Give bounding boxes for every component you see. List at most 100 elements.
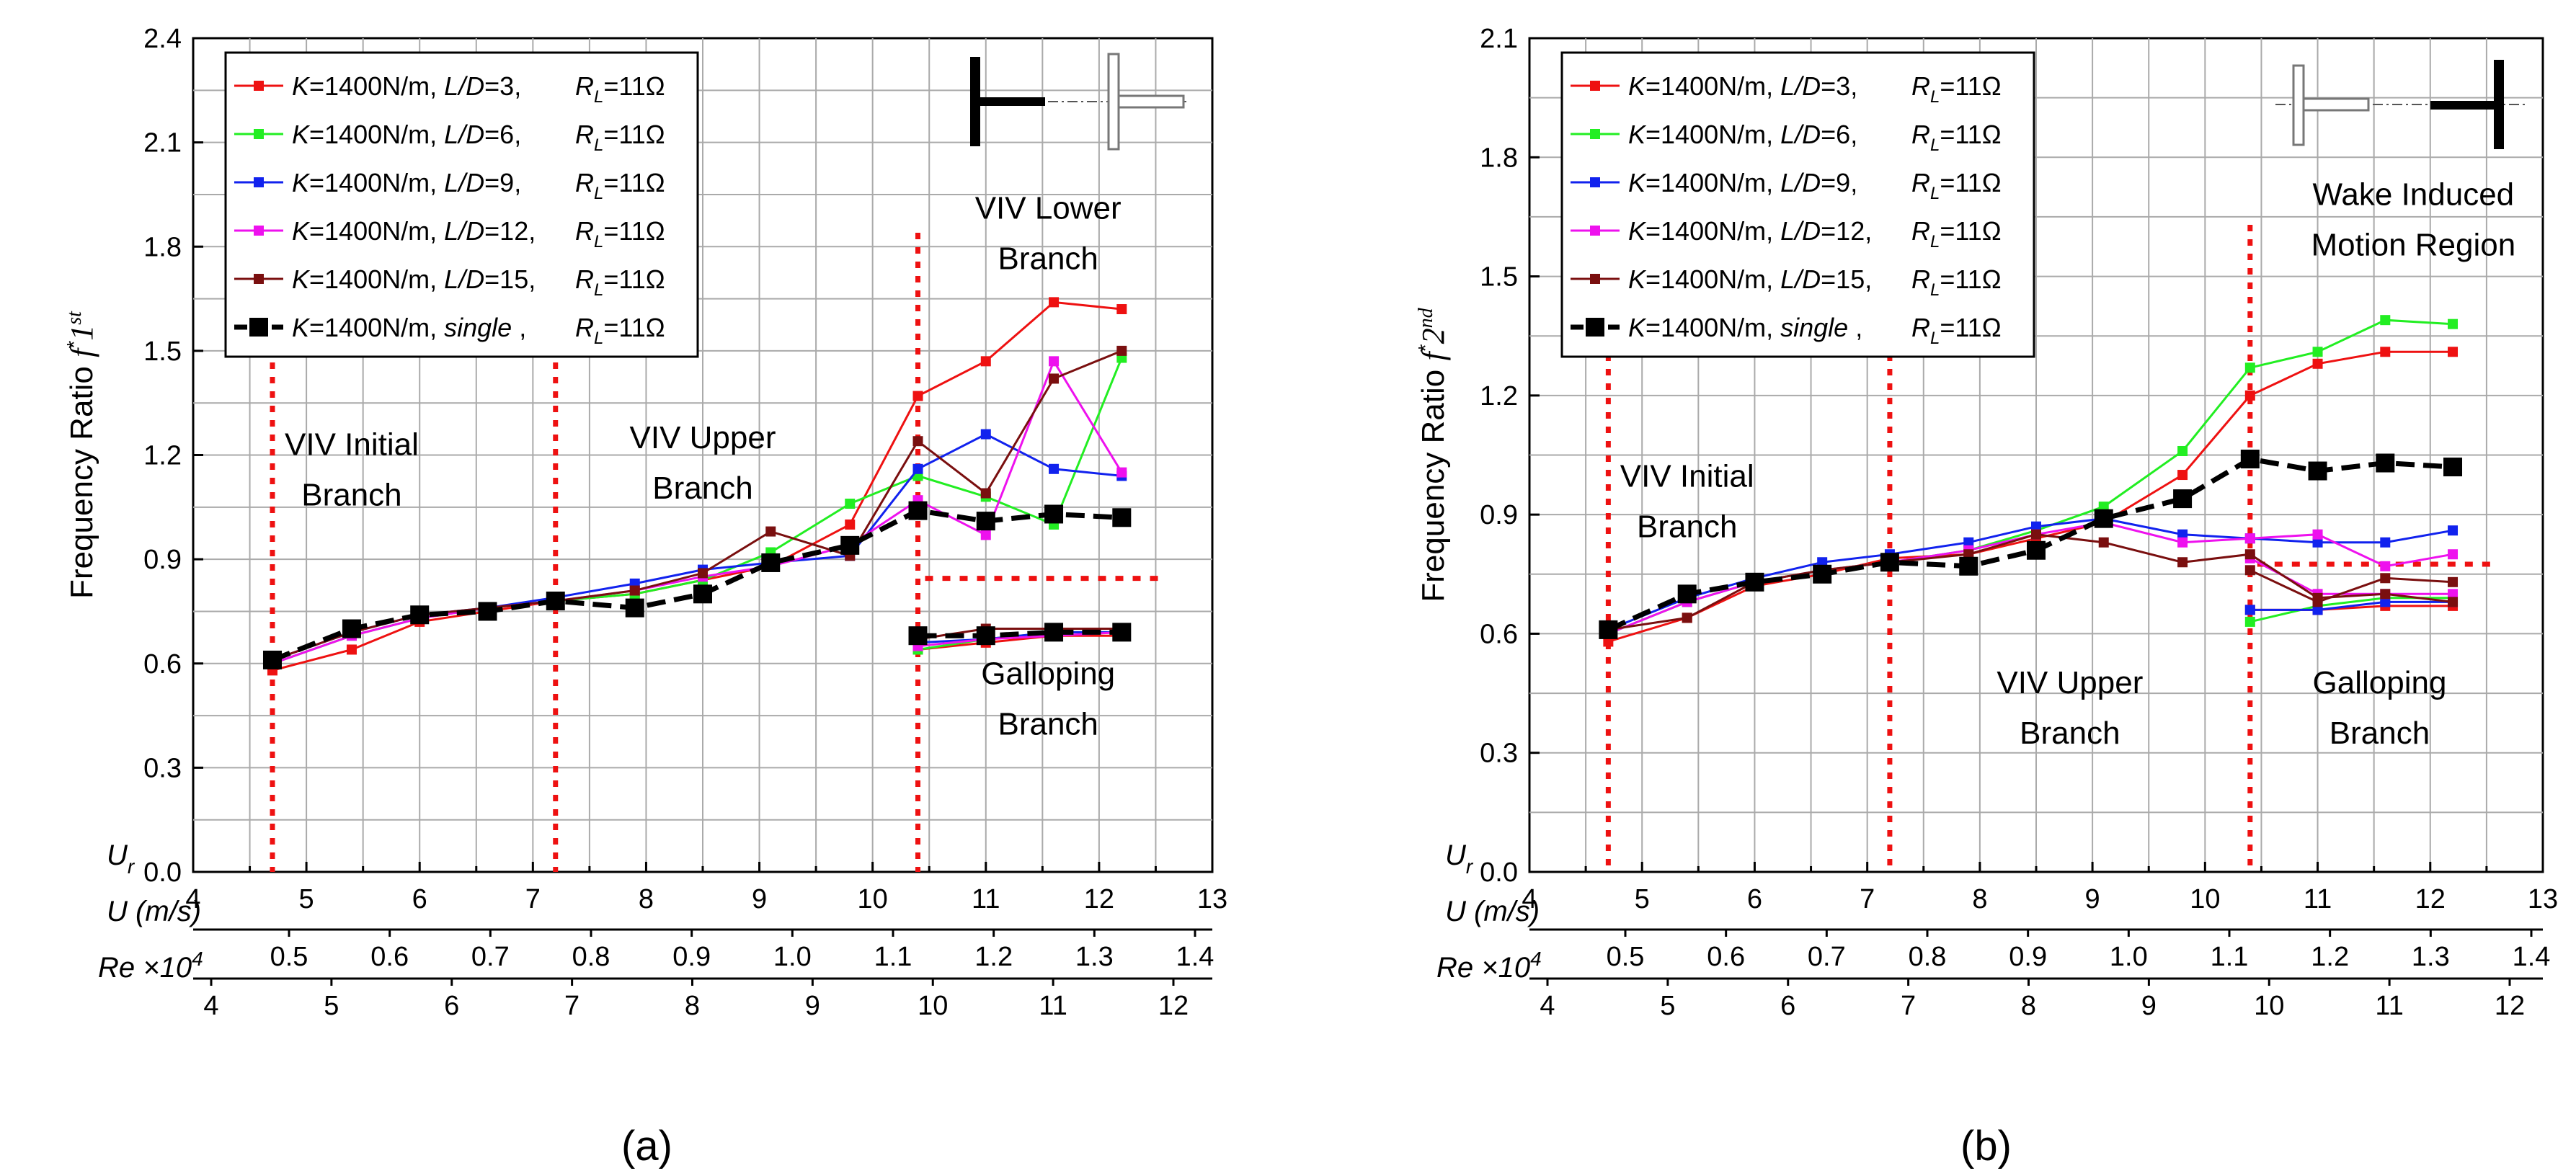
y-tick-label: 0.9 (143, 545, 182, 575)
data-point (1682, 612, 1692, 623)
data-point (2312, 358, 2323, 369)
data-point (912, 463, 923, 474)
u-tick-label: 0.8 (572, 942, 610, 972)
u-tick-label: 0.6 (1707, 942, 1745, 972)
region-annotation: Galloping Branch (981, 656, 1115, 742)
ur-tick-label: 11 (2304, 884, 2332, 914)
data-point (765, 526, 776, 537)
data-point (2380, 589, 2391, 600)
data-point (2448, 549, 2459, 560)
data-point (908, 626, 928, 646)
data-point (2031, 529, 2041, 540)
u-tick-label: 1.1 (2211, 942, 2249, 972)
data-point (2312, 605, 2323, 615)
data-point (2448, 318, 2459, 329)
data-point (625, 598, 644, 618)
region-annotation: VIV Initial Branch (1620, 459, 1754, 545)
data-point (1599, 620, 1618, 639)
y-tick-label: 0.0 (1480, 858, 1518, 888)
ur-tick-label: 10 (2190, 884, 2220, 914)
annotation-text: Branch (301, 478, 401, 513)
cylinder-web (1117, 94, 1185, 109)
data-point (1959, 556, 1978, 576)
re-tick-label: 9 (2141, 991, 2157, 1021)
t-section-web (980, 97, 1045, 106)
ur-tick-label: 13 (1197, 884, 1227, 914)
u-axis-label: U (m/s) (107, 896, 201, 927)
data-point (629, 585, 640, 596)
annotation-text: VIV Lower (975, 191, 1122, 226)
data-point (2244, 549, 2255, 560)
legend-swatch-marker (1586, 318, 1604, 337)
region-annotation: VIV Upper Branch (630, 420, 776, 506)
data-point (2312, 597, 2323, 607)
legend-swatch-marker (1590, 226, 1600, 236)
panel-label: (a) (621, 1123, 672, 1170)
ur-axis-label: Ur (1445, 839, 1474, 878)
data-point (1813, 564, 1832, 584)
legend-box (1560, 51, 2035, 358)
re-axis-label: Re ×104 (98, 948, 203, 984)
y-tick-label: 1.8 (1480, 143, 1518, 173)
t-section-flange (970, 57, 980, 146)
re-tick-label: 10 (918, 991, 948, 1021)
legend-swatch-marker (1590, 177, 1600, 187)
y-tick-label: 0.9 (1480, 500, 1518, 530)
u-tick-label: 1.4 (1176, 942, 1214, 972)
ur-tick-label: 10 (858, 884, 888, 914)
u-tick-label: 0.6 (370, 942, 409, 972)
data-point (980, 429, 991, 440)
data-point (1049, 356, 1060, 367)
y-axis-label: Frequency Ratio f*1st (63, 311, 99, 599)
data-point (2448, 576, 2459, 587)
data-point (1817, 557, 1828, 568)
data-point (2380, 315, 2391, 326)
data-point (693, 584, 712, 604)
legend-entry: K=1400N/m, L/D=15, (1628, 264, 1872, 294)
re-axis-label: Re ×104 (1436, 948, 1542, 984)
re-tick-label: 12 (2495, 991, 2525, 1021)
annotation-text: Galloping (2313, 665, 2447, 700)
legend-entry: K=1400N/m, single , (1628, 313, 1862, 342)
y-tick-label: 2.4 (143, 24, 182, 54)
setup-schematic-icon (970, 53, 1186, 151)
legend: K=1400N/m, L/D=3, RL=11Ω K=1400N/m, L/D=6,… (224, 51, 699, 358)
data-point (2177, 529, 2188, 540)
re-tick-label: 10 (2254, 991, 2284, 1021)
ur-tick-label: 4 (1522, 884, 1537, 914)
y-tick-label: 0.6 (1480, 619, 1518, 649)
re-tick-label: 9 (805, 991, 820, 1021)
legend-entry-rl: RL=11Ω (1911, 120, 2002, 155)
series-line (918, 634, 1122, 651)
data-point (2240, 450, 2260, 469)
panel-a: 0.0 0.3 0.6 0.9 1.2 1.5 1.8 2.1 2.4 Frequency Rat… (63, 24, 1227, 1170)
data-point (1112, 623, 1132, 642)
annotation-text: VIV Initial (285, 427, 419, 463)
data-point (1116, 467, 1127, 478)
cylinder-flange (2292, 64, 2305, 146)
data-point (761, 553, 781, 572)
data-point (980, 488, 991, 499)
u-tick-label: 1.0 (773, 942, 812, 972)
re-tick-label: 6 (444, 991, 459, 1021)
re-tick-label: 5 (1660, 991, 1675, 1021)
u-tick-label: 1.2 (2311, 942, 2349, 972)
u-tick-label: 1.1 (874, 942, 912, 972)
u-tick-label: 1.0 (2110, 942, 2148, 972)
data-point (2380, 347, 2391, 357)
data-point (2244, 533, 2255, 544)
legend-swatch-marker (1590, 274, 1600, 284)
legend-entry-rl: RL=11Ω (575, 168, 665, 203)
annotation-text: Motion Region (2311, 227, 2515, 262)
data-point (2098, 537, 2109, 548)
legend-entry-rl: RL=11Ω (1911, 264, 2002, 300)
y-tick-label: 0.6 (143, 649, 182, 680)
y-tick-label: 1.5 (143, 337, 182, 367)
data-point (2177, 557, 2188, 568)
y-tick-label: 0.3 (1480, 739, 1518, 769)
data-point (2448, 525, 2459, 536)
legend-entry: K=1400N/m, L/D=9, (1628, 168, 1857, 197)
data-point (2380, 537, 2391, 548)
ur-tick-label: 6 (1747, 884, 1762, 914)
t-section-flange (2494, 60, 2504, 149)
